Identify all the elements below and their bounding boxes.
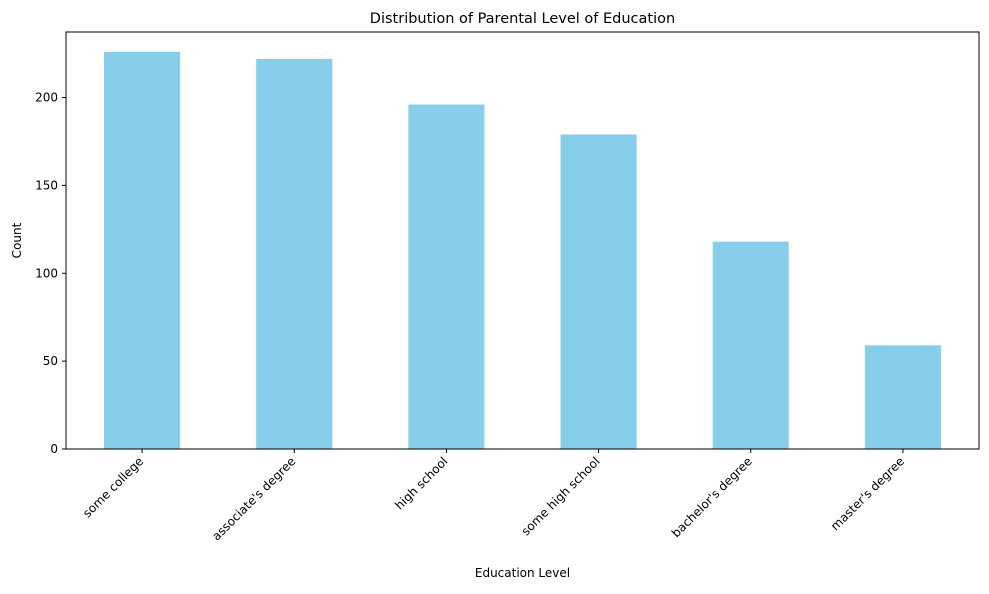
bar-bachelor-s-degree bbox=[712, 241, 789, 449]
bar-master-s-degree bbox=[864, 345, 941, 449]
y-tick-label: 200 bbox=[35, 91, 58, 105]
y-tick-label: 150 bbox=[35, 178, 58, 192]
bar-some-high-school bbox=[560, 134, 637, 449]
bar-high-school bbox=[408, 104, 485, 449]
bar-associate-s-degree bbox=[256, 58, 333, 449]
x-tick-label: some college bbox=[80, 454, 146, 520]
x-axis: some college associate's degree high schoo… bbox=[80, 449, 907, 543]
y-tick-label: 100 bbox=[35, 266, 58, 280]
x-tick-label: high school bbox=[392, 454, 450, 512]
y-axis: 0 50 100 150 200 bbox=[35, 91, 66, 456]
x-tick-label: bachelor's degree bbox=[669, 454, 755, 540]
bar-some-college bbox=[104, 51, 181, 449]
x-tick-label: master's degree bbox=[828, 454, 907, 533]
chart-title: Distribution of Parental Level of Educat… bbox=[370, 11, 675, 27]
plot-frame bbox=[65, 31, 980, 450]
y-tick-label: 50 bbox=[43, 354, 58, 368]
y-axis-label: Count bbox=[10, 222, 24, 258]
x-tick-label: associate's degree bbox=[209, 454, 298, 543]
x-tick-label: some high school bbox=[519, 454, 603, 538]
y-tick-label: 0 bbox=[50, 442, 58, 456]
x-axis-label: Education Level bbox=[475, 566, 570, 580]
bars-group bbox=[104, 51, 941, 449]
